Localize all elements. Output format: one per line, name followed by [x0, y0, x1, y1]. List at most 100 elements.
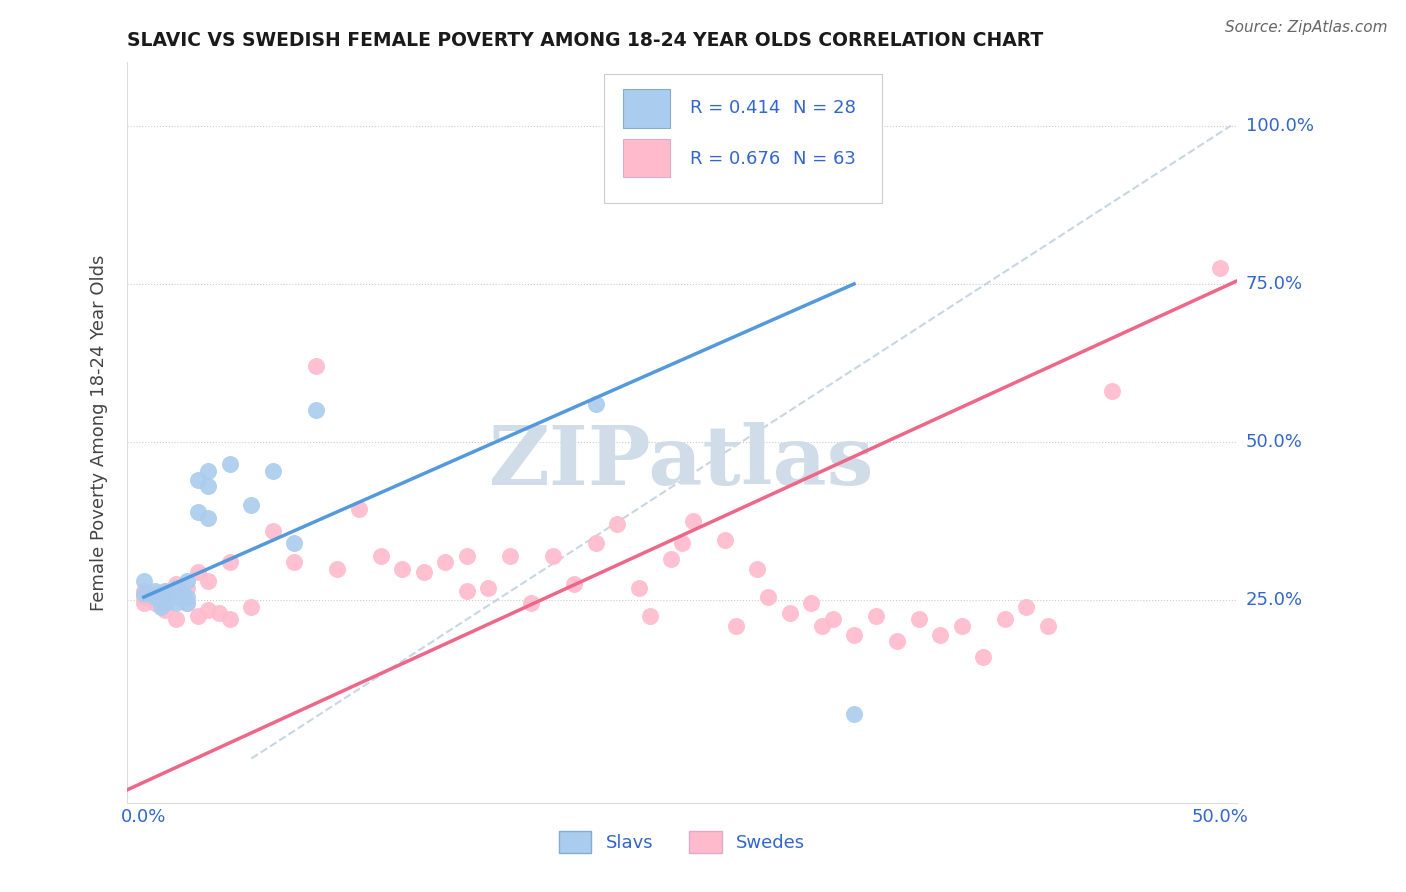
Point	[950, 618, 973, 632]
Point	[283, 555, 305, 569]
Legend: Slavs, Swedes: Slavs, Swedes	[551, 824, 813, 861]
Point	[456, 583, 478, 598]
Point	[638, 609, 661, 624]
Point	[779, 606, 801, 620]
Point	[143, 587, 166, 601]
Text: 75.0%: 75.0%	[1246, 275, 1303, 293]
Point	[155, 590, 177, 604]
Text: R = 0.676: R = 0.676	[690, 150, 780, 168]
Point	[262, 464, 284, 478]
Point	[197, 603, 219, 617]
Point	[149, 599, 172, 614]
Point	[434, 555, 457, 569]
Point	[143, 583, 166, 598]
Point	[326, 562, 349, 576]
Point	[886, 634, 908, 648]
Point	[197, 511, 219, 525]
Point	[155, 583, 177, 598]
Text: N = 63: N = 63	[793, 150, 856, 168]
Point	[994, 612, 1017, 626]
Point	[172, 587, 194, 601]
Point	[585, 536, 607, 550]
Point	[165, 581, 187, 595]
Point	[1036, 618, 1059, 632]
Point	[208, 606, 231, 620]
Point	[305, 359, 328, 374]
Point	[165, 612, 187, 626]
Point	[821, 612, 844, 626]
Point	[724, 618, 747, 632]
Point	[585, 397, 607, 411]
FancyBboxPatch shape	[605, 73, 882, 203]
Point	[197, 464, 219, 478]
Point	[176, 574, 198, 589]
Point	[165, 577, 187, 591]
Point	[499, 549, 522, 563]
Point	[756, 590, 779, 604]
Point	[682, 514, 704, 528]
Point	[1101, 384, 1123, 399]
Point	[176, 581, 198, 595]
Point	[1209, 261, 1232, 276]
Point	[412, 565, 434, 579]
Point	[165, 597, 187, 611]
Text: ZIPatlas: ZIPatlas	[489, 422, 875, 502]
Point	[197, 574, 219, 589]
Text: 100.0%: 100.0%	[1246, 117, 1313, 135]
Point	[159, 590, 181, 604]
Point	[155, 583, 177, 598]
Point	[176, 597, 198, 611]
Text: N = 28: N = 28	[793, 99, 856, 118]
Point	[842, 707, 865, 722]
Point	[262, 524, 284, 538]
Point	[155, 590, 177, 604]
Point	[176, 590, 198, 604]
Y-axis label: Female Poverty Among 18-24 Year Olds: Female Poverty Among 18-24 Year Olds	[90, 254, 108, 611]
Point	[972, 650, 994, 665]
Point	[627, 581, 650, 595]
Point	[929, 628, 952, 642]
Point	[1015, 599, 1038, 614]
Point	[562, 577, 585, 591]
Text: 50.0%: 50.0%	[1246, 434, 1302, 451]
Bar	[623, 89, 669, 128]
Bar	[623, 138, 669, 178]
Point	[218, 457, 240, 471]
Point	[132, 597, 155, 611]
Text: SLAVIC VS SWEDISH FEMALE POVERTY AMONG 18-24 YEAR OLDS CORRELATION CHART: SLAVIC VS SWEDISH FEMALE POVERTY AMONG 1…	[127, 30, 1043, 50]
Point	[865, 609, 887, 624]
Point	[811, 618, 834, 632]
Point	[800, 597, 823, 611]
Text: R = 0.414: R = 0.414	[690, 99, 780, 118]
Point	[747, 562, 769, 576]
Point	[218, 555, 240, 569]
Point	[671, 536, 693, 550]
Point	[283, 536, 305, 550]
Point	[176, 597, 198, 611]
Point	[187, 473, 209, 487]
Point	[240, 499, 263, 513]
Point	[714, 533, 737, 548]
Point	[132, 574, 155, 589]
Point	[132, 590, 155, 604]
Text: Source: ZipAtlas.com: Source: ZipAtlas.com	[1225, 20, 1388, 35]
Point	[541, 549, 564, 563]
Point	[347, 501, 370, 516]
Point	[143, 597, 166, 611]
Point	[842, 628, 865, 642]
Point	[240, 599, 263, 614]
Point	[187, 609, 209, 624]
Point	[165, 590, 187, 604]
Point	[143, 590, 166, 604]
Point	[132, 583, 155, 598]
Point	[187, 505, 209, 519]
Point	[305, 403, 328, 417]
Point	[187, 565, 209, 579]
Text: 25.0%: 25.0%	[1246, 591, 1303, 609]
Point	[218, 612, 240, 626]
Point	[391, 562, 413, 576]
Point	[155, 603, 177, 617]
Point	[370, 549, 392, 563]
Point	[520, 597, 543, 611]
Point	[197, 479, 219, 493]
